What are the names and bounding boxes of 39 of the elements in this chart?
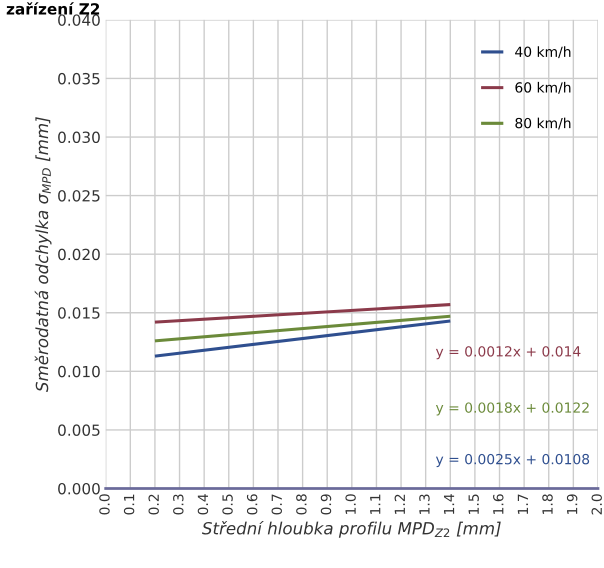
- y-tick-label: 0.025: [58, 190, 100, 202]
- annotation: y = 0.0025x + 0.0108: [436, 454, 590, 468]
- x-tick-label: 1.7: [518, 494, 528, 514]
- x-tick-label: 0.9: [320, 494, 332, 515]
- annotation: y = 0.0012x + 0.014: [436, 346, 580, 360]
- x-tick-label: 0.0: [99, 494, 110, 515]
- x-tick-label: 0.3: [173, 494, 184, 515]
- x-tick-label: 1.4: [444, 494, 454, 514]
- x-tick-label: 0.5: [222, 494, 233, 515]
- x-tick-label: 0.4: [198, 494, 208, 515]
- x-tick-label: 1.2: [394, 494, 405, 514]
- y-tick-label: 0.040: [58, 14, 100, 26]
- y-tick-label: 0.020: [58, 248, 100, 260]
- y-tick-label: 0.030: [58, 131, 100, 144]
- x-tick-label: 0.6: [246, 494, 258, 515]
- x-tick-label: 1.9: [566, 494, 578, 514]
- x-tick-label: 0.7: [272, 494, 282, 515]
- legend-label: 40 km/h: [515, 46, 570, 58]
- x-tick-label: 0.8: [296, 494, 307, 515]
- y-tick-label: 0.035: [58, 72, 100, 84]
- y-tick-label: 0.005: [58, 424, 100, 436]
- x-tick-label: 1.3: [419, 494, 430, 514]
- x-tick-label: 1.5: [468, 494, 479, 514]
- legend-label: 60 km/h: [515, 82, 570, 94]
- legend-label: 80 km/h: [515, 118, 570, 130]
- chart-title: zařízení Z2: [6, 2, 100, 15]
- x-tick-label: 1.1: [370, 494, 380, 514]
- x-tick-label: 2.0: [591, 494, 602, 514]
- x-tick-label: 0.2: [148, 494, 159, 515]
- x-tick-label: 1.6: [493, 494, 504, 514]
- x-axis-title: Střední hloubka profilu MPD$_{Z2}$ [mm]: [202, 520, 501, 538]
- x-tick-label: 0.1: [124, 494, 134, 515]
- x-tick-label: 1.8: [542, 494, 553, 514]
- annotation: y = 0.0018x + 0.0122: [436, 402, 589, 416]
- y-axis-title: Směrodatná odchylka σ$_{MPD}$ [mm]: [34, 117, 52, 392]
- x-tick-label: 1.0: [345, 494, 356, 514]
- y-tick-label: 0.000: [58, 482, 100, 494]
- y-tick-label: 0.010: [58, 366, 100, 378]
- y-tick-label: 0.015: [58, 307, 100, 319]
